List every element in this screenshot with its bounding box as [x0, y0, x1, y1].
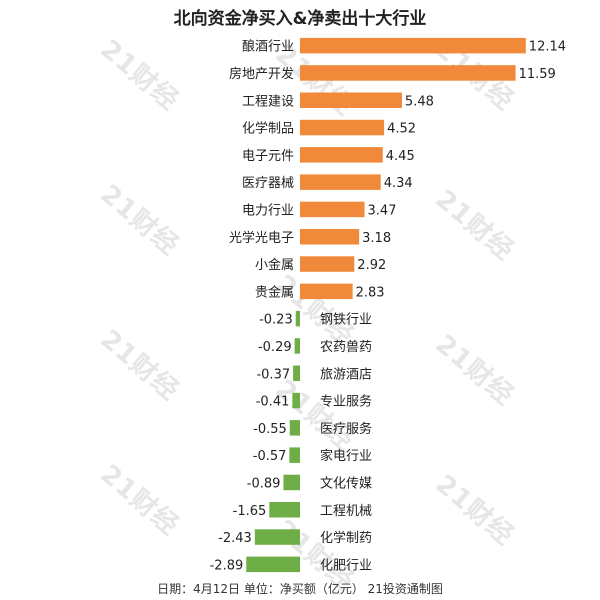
bar [300, 256, 355, 272]
value-label: 2.83 [356, 285, 385, 300]
bar [300, 37, 526, 54]
value-label: -0.37 [256, 367, 290, 382]
bar [300, 174, 381, 190]
value-label: -1.65 [233, 504, 267, 519]
category-label: 工程机械 [320, 504, 372, 519]
chart-footer: 日期：4月12日 单位：净买额（亿元） 21投资通制图 [157, 582, 443, 596]
category-label: 钢铁行业 [320, 313, 372, 328]
bar [269, 502, 300, 518]
category-label: 光学光电子 [229, 230, 294, 246]
category-label: 工程建设 [242, 94, 294, 109]
bar [300, 147, 383, 163]
value-label: -0.41 [256, 395, 290, 410]
bar [300, 119, 385, 136]
value-label: 11.59 [519, 67, 556, 82]
value-label: 5.48 [405, 94, 434, 109]
category-label: 医疗器械 [242, 176, 294, 191]
bar [300, 201, 365, 218]
value-label: -0.23 [259, 313, 293, 328]
category-label: 化肥行业 [320, 558, 372, 573]
category-label: 化学制品 [242, 121, 294, 137]
value-label: -2.89 [210, 558, 244, 573]
value-label: -2.43 [218, 531, 252, 546]
category-label: 医疗服务 [320, 421, 372, 437]
value-label: 3.18 [362, 231, 391, 246]
value-label: -0.57 [253, 449, 287, 464]
bar [300, 229, 360, 245]
bar [254, 529, 300, 545]
value-label: -0.89 [247, 476, 281, 491]
category-label: 房地产开发 [229, 66, 294, 82]
bar [294, 338, 300, 354]
value-label: 12.14 [529, 40, 566, 55]
category-label: 酿酒行业 [242, 39, 294, 55]
value-label: 4.34 [384, 176, 413, 191]
category-label: 电子元件 [242, 149, 294, 164]
category-label: 旅游酒店 [320, 367, 372, 382]
category-label: 专业服务 [320, 394, 372, 410]
category-label: 化学制药 [320, 530, 372, 546]
value-label: 2.92 [357, 258, 386, 273]
category-label: 电力行业 [242, 203, 294, 218]
value-label: -0.29 [258, 340, 292, 355]
category-label: 贵金属 [255, 284, 294, 300]
category-label: 小金属 [255, 257, 294, 273]
bar [295, 310, 300, 327]
bar [300, 92, 402, 108]
category-label: 文化传媒 [320, 476, 372, 491]
value-label: 4.45 [386, 149, 415, 164]
bar [246, 556, 300, 573]
bar [283, 474, 300, 491]
category-label: 家电行业 [320, 448, 372, 464]
value-label: 3.47 [368, 203, 397, 218]
bar [289, 447, 300, 463]
value-label: -0.55 [253, 422, 287, 437]
value-label: 4.52 [387, 122, 416, 137]
bar [289, 420, 300, 436]
bar [293, 365, 300, 381]
bar [300, 65, 516, 81]
bar [300, 283, 353, 300]
chart-title: 北向资金净买入&净卖出十大行业 [173, 9, 427, 29]
category-label: 农药兽药 [320, 340, 372, 355]
bar [292, 392, 300, 409]
